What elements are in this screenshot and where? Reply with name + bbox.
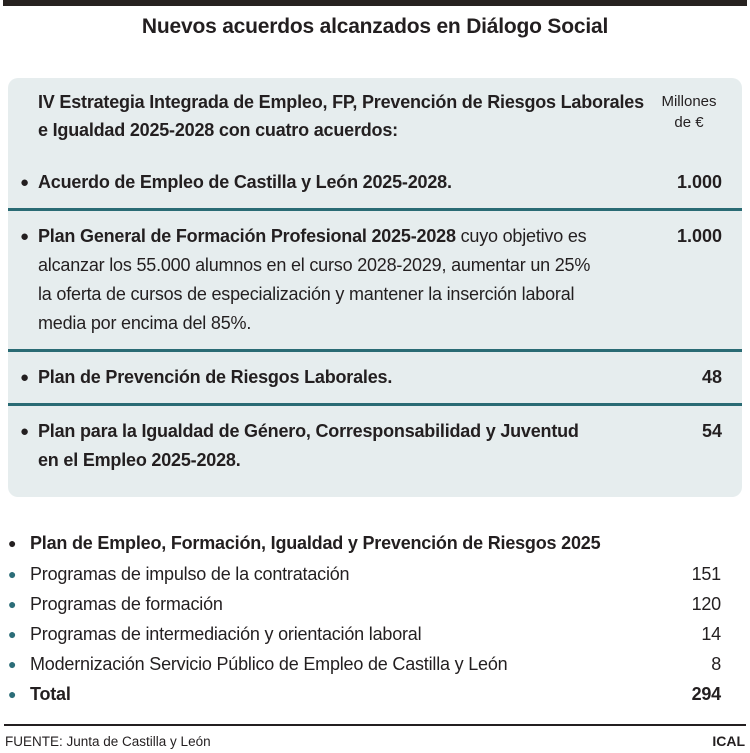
program-label: Programas de impulso de la contratación — [30, 564, 350, 584]
total-value: 294 — [691, 684, 722, 704]
plan-2025-header: ● Plan de Empleo, Formación, Igualdad y … — [8, 528, 742, 559]
plan-2025-header-label: Plan de Empleo, Formación, Igualdad y Pr… — [30, 533, 601, 553]
agreement-text-bold: Plan para la Igualdad de Género, Corresp… — [38, 421, 579, 470]
agreement-text: Acuerdo de Empleo de Castilla y León 202… — [38, 168, 600, 197]
bullet-icon: ● — [8, 566, 17, 582]
program-label: Modernización Servicio Público de Empleo… — [30, 654, 508, 674]
agreement-text-bold: Acuerdo de Empleo de Castilla y León 202… — [38, 172, 452, 192]
agreement-value: 1.000 — [676, 172, 722, 192]
row-separator — [8, 403, 742, 406]
bullet-icon: ● — [8, 686, 17, 702]
bullet-icon: ● — [20, 174, 30, 191]
strategy-panel: IV Estrategia Integrada de Empleo, FP, P… — [8, 78, 742, 497]
strategy-header-text: IV Estrategia Integrada de Empleo, FP, P… — [38, 92, 644, 140]
strategy-panel-header: IV Estrategia Integrada de Empleo, FP, P… — [8, 78, 742, 144]
top-rule — [3, 0, 747, 6]
footer: FUENTE: Junta de Castilla y León ICAL — [5, 733, 745, 749]
agreement-value: 1.000 — [676, 226, 722, 246]
agreement-row: ● Plan de Prevención de Riesgos Laborale… — [8, 352, 742, 403]
total-row: ● Total 294 — [8, 679, 742, 709]
row-separator — [8, 208, 742, 211]
program-row: ● Modernización Servicio Público de Empl… — [8, 649, 742, 679]
bullet-icon: ● — [8, 535, 17, 551]
unit-line-1: Millones — [661, 93, 717, 110]
program-value: 8 — [711, 654, 721, 674]
agreement-value: 54 — [701, 421, 722, 441]
program-row: ● Programas de intermediación y orientac… — [8, 619, 742, 649]
program-value: 14 — [701, 624, 721, 644]
program-label: Programas de formación — [30, 594, 223, 614]
unit-line-2: de € — [674, 114, 704, 131]
bullet-icon: ● — [8, 596, 17, 612]
agreement-text-rest: cuyo objetivo es alcanzar los 55.000 alu… — [38, 226, 591, 333]
agreement-text-bold: Plan de Prevención de Riesgos Laborales. — [38, 367, 393, 387]
source-label: FUENTE: Junta de Castilla y León — [5, 734, 211, 749]
plan-2025-section: ● Plan de Empleo, Formación, Igualdad y … — [8, 528, 742, 709]
bullet-icon: ● — [20, 228, 30, 245]
agreement-text: Plan para la Igualdad de Género, Corresp… — [38, 417, 600, 475]
bullet-icon: ● — [20, 423, 30, 440]
footer-rule — [4, 724, 746, 726]
agreement-row: ● Plan para la Igualdad de Género, Corre… — [8, 406, 742, 486]
agreement-row: ● Acuerdo de Empleo de Castilla y León 2… — [8, 168, 742, 208]
unit-label: Millones de € — [648, 88, 730, 144]
bullet-icon: ● — [8, 626, 17, 642]
row-separator — [8, 349, 742, 352]
program-label: Programas de intermediación y orientació… — [30, 624, 422, 644]
program-value: 120 — [691, 594, 722, 614]
bullet-icon: ● — [8, 656, 17, 672]
agreement-text: Plan General de Formación Profesional 20… — [38, 222, 600, 338]
program-row: ● Programas de impulso de la contratació… — [8, 559, 742, 589]
total-label: Total — [30, 684, 71, 704]
program-row: ● Programas de formación 120 — [8, 589, 742, 619]
ical-credit: ICAL — [712, 733, 745, 749]
agreement-text-bold: Plan General de Formación Profesional 20… — [38, 226, 456, 246]
agreement-text: Plan de Prevención de Riesgos Laborales. — [38, 363, 600, 392]
page-title: Nuevos acuerdos alcanzados en Diálogo So… — [141, 15, 609, 38]
bullet-icon: ● — [20, 369, 30, 386]
program-value: 151 — [691, 564, 722, 584]
agreement-value: 48 — [701, 367, 722, 387]
agreement-row: ● Plan General de Formación Profesional … — [8, 211, 742, 349]
